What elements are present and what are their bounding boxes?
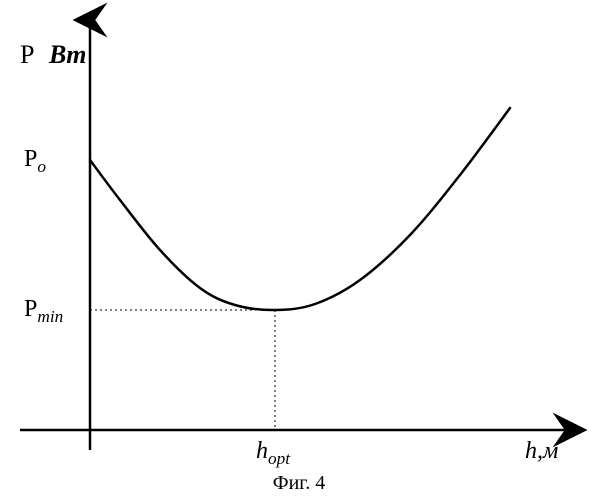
y-tick-po: Po [24, 146, 46, 177]
power-vs-h-chart: P Bm Po Pmin hopt h,м Фиг. 4 [0, 0, 598, 500]
power-curve [90, 108, 510, 310]
x-axis-label: h,м [525, 438, 558, 465]
y-tick-pmin: Pmin [24, 296, 63, 327]
chart-svg [0, 0, 598, 500]
figure-caption: Фиг. 4 [0, 472, 598, 495]
y-axis-label-p: P [20, 40, 34, 69]
y-axis-label: P Bm [20, 40, 87, 70]
y-axis-label-unit: Bm [49, 40, 87, 69]
x-tick-hopt: hopt [256, 438, 290, 469]
